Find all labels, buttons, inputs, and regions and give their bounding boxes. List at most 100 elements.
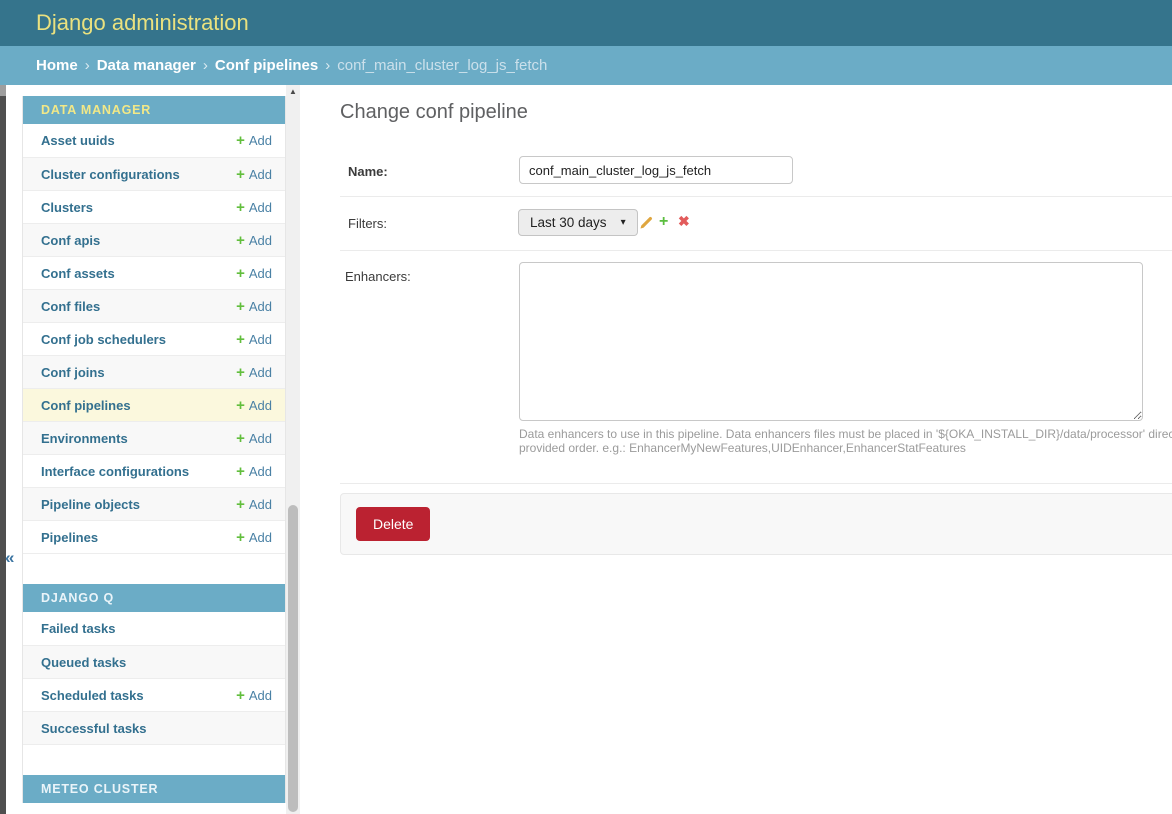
add-link-label: Add: [248, 166, 272, 182]
add-link[interactable]: + Add: [236, 298, 272, 315]
sidebar-item-label[interactable]: Conf job schedulers: [41, 331, 166, 347]
left-edge-strip: [0, 85, 6, 814]
plus-icon: +: [236, 396, 245, 414]
add-link-label: Add: [248, 687, 272, 703]
enhancers-label: Enhancers:: [345, 269, 411, 284]
scroll-up-icon[interactable]: ▲: [289, 87, 297, 96]
divider: [340, 250, 1172, 251]
add-link-label: Add: [248, 496, 272, 512]
sidebar-item-label[interactable]: Pipeline objects: [41, 496, 140, 512]
sidebar-item-queued-tasks[interactable]: Queued tasks: [23, 645, 285, 678]
sidebar-collapse-icon[interactable]: «: [5, 548, 15, 567]
app-title[interactable]: Django administration: [36, 10, 249, 35]
sidebar-section-django-q: DJANGO Q: [23, 584, 285, 612]
add-link[interactable]: + Add: [236, 132, 272, 149]
sidebar-item-interface-configurations[interactable]: Interface configurations + Add: [23, 454, 285, 487]
plus-icon: +: [236, 462, 245, 480]
delete-button[interactable]: Delete: [356, 507, 431, 541]
plus-icon: +: [236, 165, 245, 183]
add-link[interactable]: + Add: [236, 496, 272, 513]
sidebar-item-label[interactable]: Clusters: [41, 199, 94, 215]
add-link-label: Add: [248, 298, 272, 314]
sidebar-item-conf-pipelines-selected[interactable]: Conf pipelines + Add: [23, 388, 285, 421]
add-link[interactable]: + Add: [236, 166, 272, 183]
add-link[interactable]: + Add: [236, 331, 272, 348]
add-link-label: Add: [248, 232, 272, 248]
enhancers-help-line2: provided order. e.g.: EnhancerMyNewFeatu…: [519, 441, 966, 455]
add-link[interactable]: + Add: [236, 397, 272, 414]
sidebar-item-pipeline-objects[interactable]: Pipeline objects + Add: [23, 487, 285, 520]
sidebar-item-clusters[interactable]: Clusters + Add: [23, 190, 285, 223]
sidebar-item-label[interactable]: Failed tasks: [41, 621, 116, 636]
sidebar-item-label[interactable]: Interface configurations: [41, 463, 190, 479]
sidebar-item-label[interactable]: Scheduled tasks: [41, 687, 144, 703]
sidebar-item-successful-tasks[interactable]: Successful tasks: [23, 711, 285, 744]
add-filter-icon[interactable]: +: [659, 213, 669, 230]
enhancers-textarea[interactable]: [519, 262, 1143, 421]
add-link[interactable]: + Add: [236, 265, 272, 282]
sidebar-item-conf-apis[interactable]: Conf apis + Add: [23, 223, 285, 256]
plus-icon: +: [236, 264, 245, 282]
sidebar-item-conf-joins[interactable]: Conf joins + Add: [23, 355, 285, 388]
sidebar-section-data-manager: DATA MANAGER: [23, 96, 285, 124]
add-link[interactable]: + Add: [236, 232, 272, 249]
sidebar-item-label[interactable]: Conf files: [41, 298, 101, 314]
sidebar-item-conf-assets[interactable]: Conf assets + Add: [23, 256, 285, 289]
sidebar-item-label[interactable]: Pipelines: [41, 529, 99, 545]
sidebar-item-label[interactable]: Cluster configurations: [41, 166, 180, 182]
sidebar-item-label[interactable]: Conf pipelines: [41, 397, 131, 413]
submit-row: Delete: [340, 493, 1172, 555]
add-link-label: Add: [248, 463, 272, 479]
scrollbar-thumb[interactable]: [288, 505, 298, 812]
sidebar-scrollbar[interactable]: ▲: [286, 85, 300, 814]
sidebar-item-label[interactable]: Environments: [41, 430, 128, 446]
sidebar-item-label[interactable]: Asset uuids: [41, 133, 115, 148]
sidebar-item-label[interactable]: Conf joins: [41, 364, 105, 380]
name-input[interactable]: [519, 156, 793, 184]
plus-icon: +: [236, 132, 245, 149]
sidebar-item-label[interactable]: Conf assets: [41, 265, 115, 281]
name-label: Name:: [348, 164, 388, 179]
breadcrumb-separator: ›: [84, 57, 90, 74]
add-link-label: Add: [248, 430, 272, 446]
breadcrumb-data-manager[interactable]: Data manager: [96, 57, 196, 74]
add-link-label: Add: [248, 529, 272, 545]
plus-icon: +: [236, 528, 245, 546]
add-link[interactable]: + Add: [236, 364, 272, 381]
enhancers-help-line1: Data enhancers to use in this pipeline. …: [519, 427, 1172, 441]
sidebar-item-environments[interactable]: Environments + Add: [23, 421, 285, 454]
plus-icon: +: [236, 231, 245, 249]
add-link-label: Add: [248, 331, 272, 347]
sidebar-item-cluster-configurations[interactable]: Cluster configurations + Add: [23, 157, 285, 190]
add-link[interactable]: + Add: [236, 199, 272, 216]
add-link[interactable]: + Add: [236, 430, 272, 447]
app-header: Django administration: [0, 0, 1172, 46]
sidebar-item-pipelines[interactable]: Pipelines + Add: [23, 520, 285, 553]
page-title: Change conf pipeline: [340, 101, 528, 123]
breadcrumb-home[interactable]: Home: [36, 57, 78, 74]
sidebar-item-label[interactable]: Conf apis: [41, 232, 101, 248]
add-link-label: Add: [248, 199, 272, 215]
add-link[interactable]: + Add: [236, 529, 272, 546]
divider: [340, 196, 1172, 197]
breadcrumb: Home › Data manager › Conf pipelines › conf_ma…: [0, 46, 1172, 85]
sidebar-item-failed-tasks[interactable]: Failed tasks: [23, 612, 285, 645]
sidebar-item-conf-job-schedulers[interactable]: Conf job schedulers + Add: [23, 322, 285, 355]
sidebar-item-label[interactable]: Queued tasks: [41, 654, 127, 670]
add-link[interactable]: + Add: [236, 687, 272, 704]
breadcrumb-conf-pipelines[interactable]: Conf pipelines: [214, 57, 319, 74]
sidebar-section-meteo-cluster: METEO CLUSTER: [23, 775, 285, 803]
plus-icon: +: [236, 363, 245, 381]
edit-pencil-icon[interactable]: [639, 215, 654, 230]
sidebar-item-label[interactable]: Successful tasks: [41, 720, 147, 736]
sidebar-item-asset-uuids[interactable]: Asset uuids + Add: [23, 124, 285, 157]
add-link[interactable]: + Add: [236, 463, 272, 480]
divider: [340, 483, 1172, 484]
filters-select[interactable]: Last 30 days ▾: [518, 209, 638, 236]
add-link-label: Add: [248, 265, 272, 281]
sidebar-item-conf-files[interactable]: Conf files + Add: [23, 289, 285, 322]
add-link-label: Add: [248, 133, 272, 148]
sidebar-item-scheduled-tasks[interactable]: Scheduled tasks + Add: [23, 678, 285, 711]
add-link-label: Add: [248, 364, 272, 380]
remove-filter-icon[interactable]: ✖: [678, 213, 690, 229]
